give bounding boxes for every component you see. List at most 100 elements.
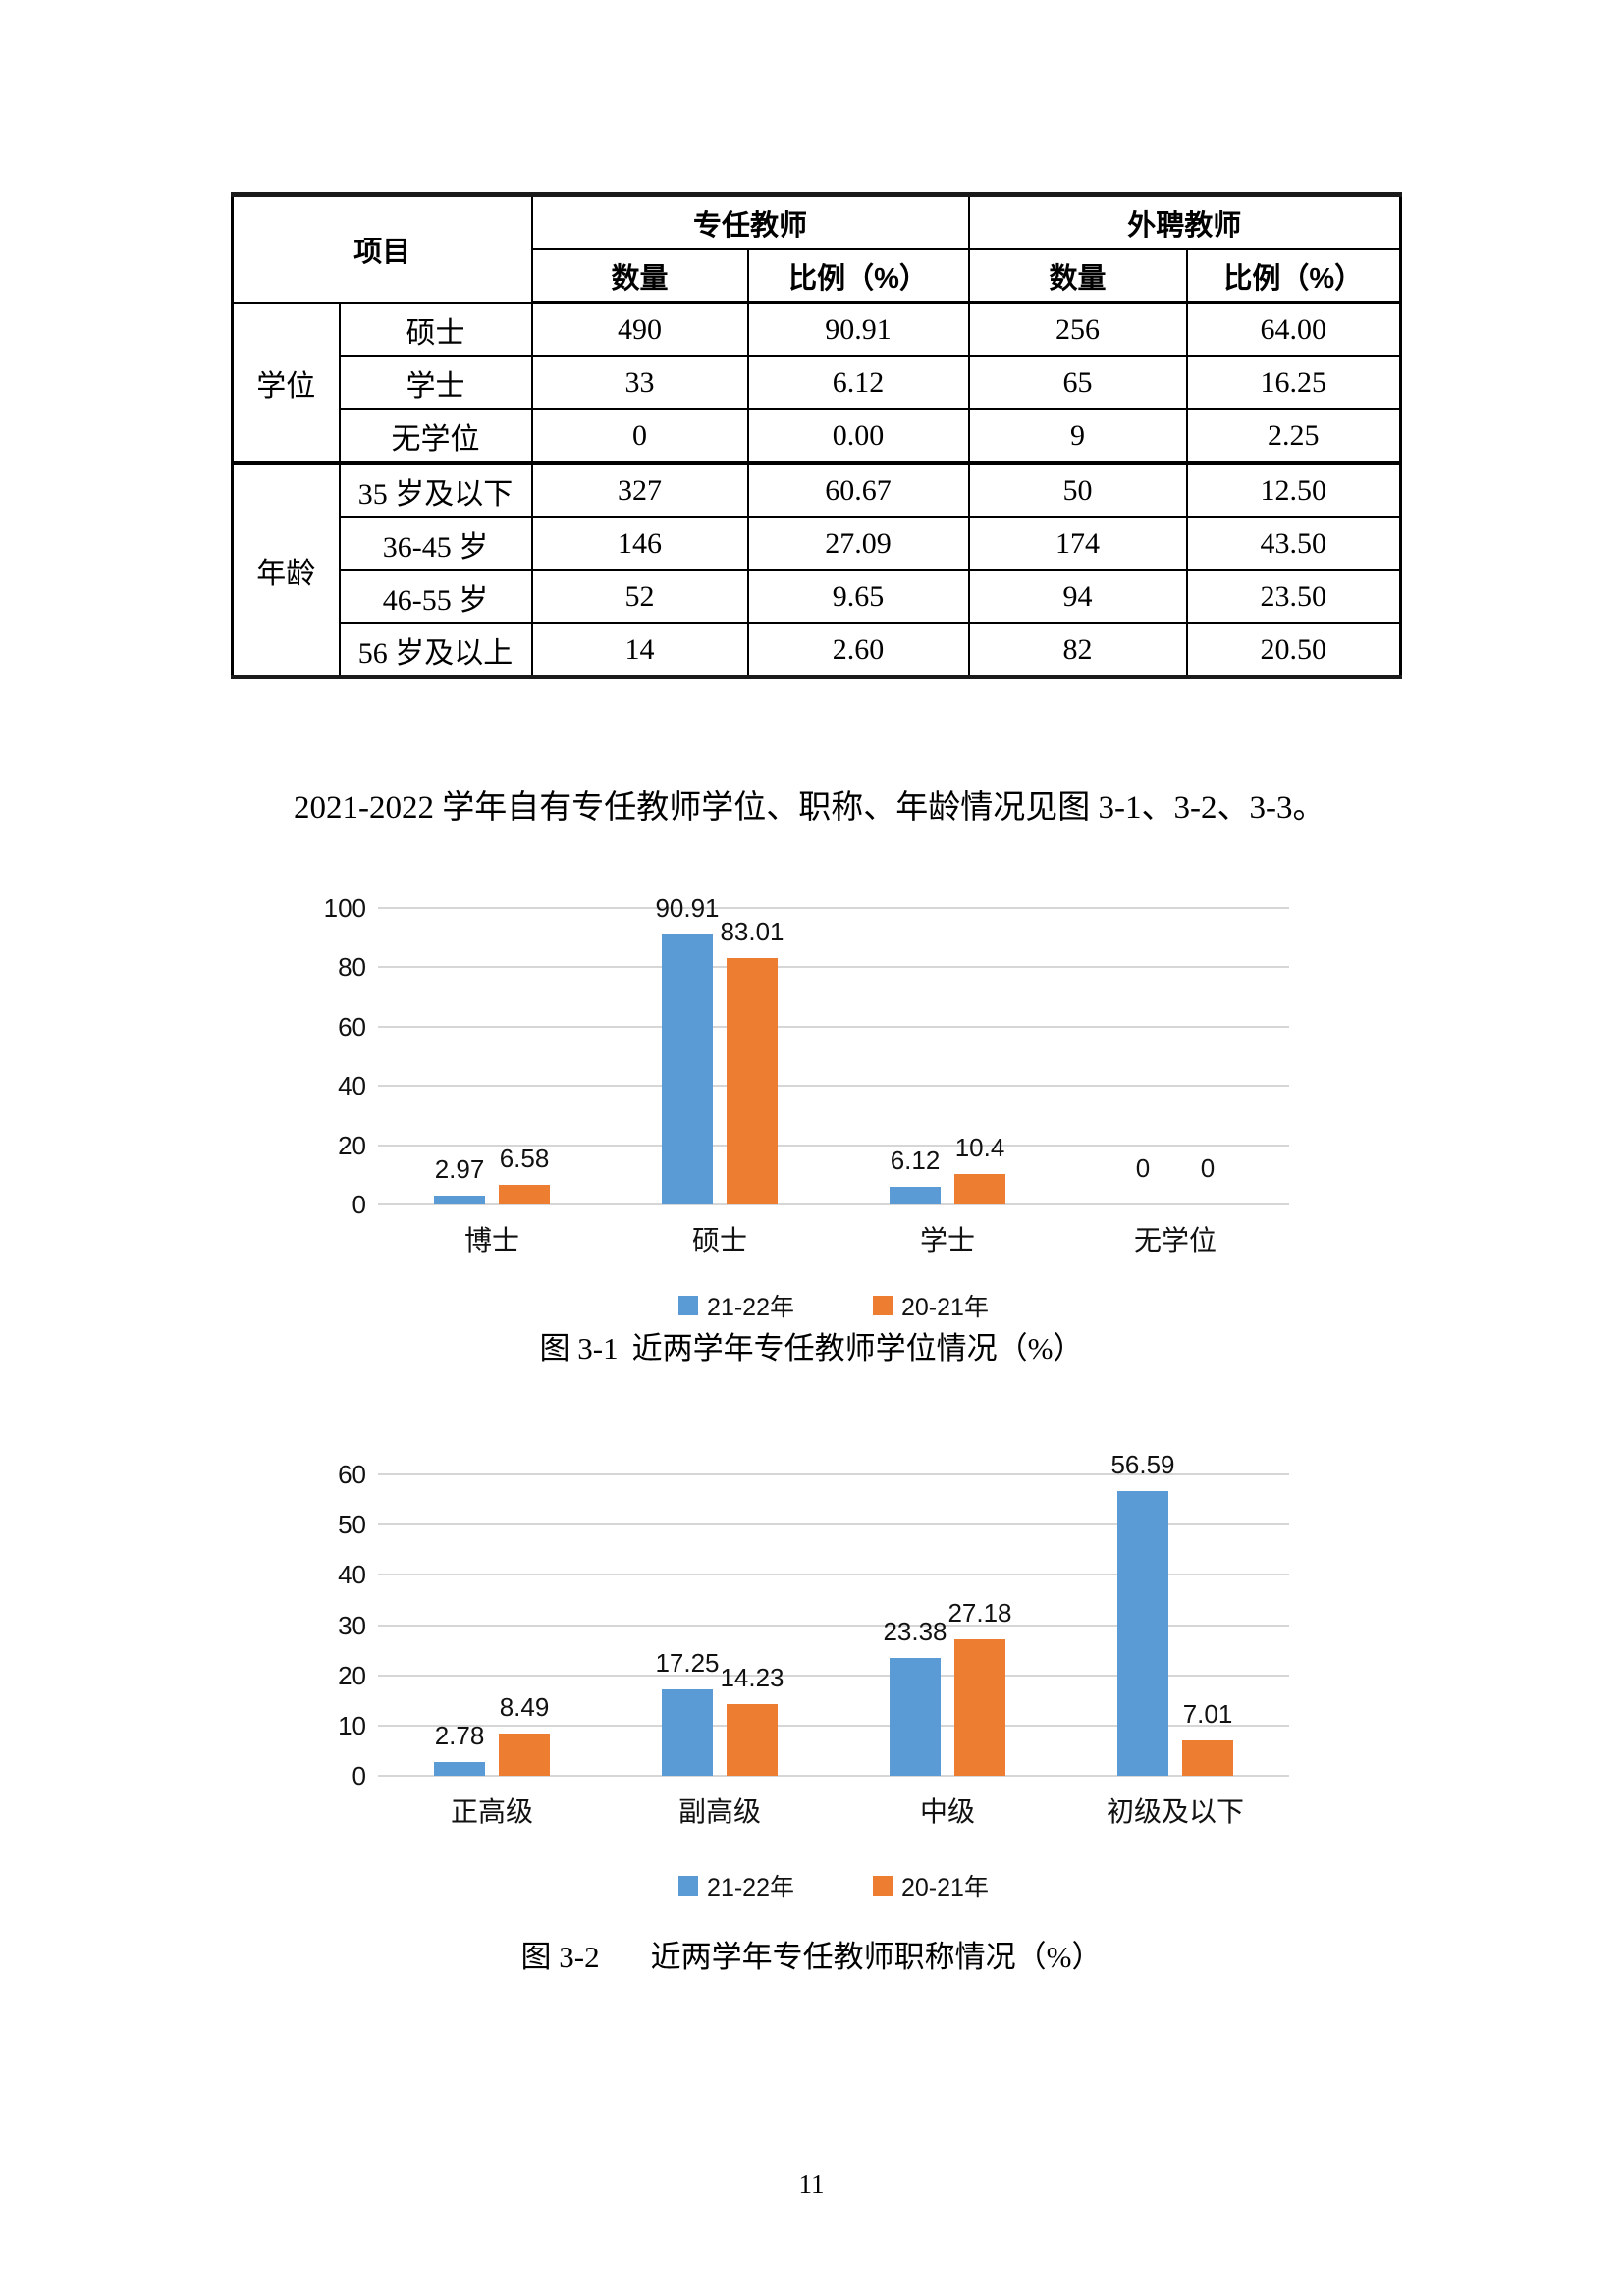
cell-value: 490 xyxy=(530,301,749,357)
bar-value-label-s0-c2: 6.12 xyxy=(890,1146,941,1175)
row-label: 学士 xyxy=(338,355,533,410)
bar-value-label-s0-c1: 17.25 xyxy=(655,1648,720,1678)
cell-value: 6.12 xyxy=(746,355,970,410)
y-axis-tick-10: 10 xyxy=(338,1711,366,1740)
bar-value-label-s0-c1: 90.91 xyxy=(655,893,720,923)
table-row: 学士 33 6.12 65 16.25 xyxy=(233,355,1402,410)
bar-s0-c1 xyxy=(662,934,713,1204)
bar-s1-c1 xyxy=(727,1704,778,1776)
x-axis-category-3: 初级及以下 xyxy=(1106,1796,1244,1827)
x-axis-category-2: 中级 xyxy=(919,1796,975,1827)
x-axis-category-2: 学士 xyxy=(919,1225,975,1255)
bar-value-label-s1-c3: 7.01 xyxy=(1182,1699,1233,1729)
bar-s1-c1 xyxy=(727,958,778,1204)
bar-s0-c0 xyxy=(434,1196,485,1204)
gridline-20 xyxy=(378,1145,1289,1147)
chart-plot-area: 0 10 20 30 40 50 60 2.78 8.49 正高级 17.25 14.23 副高级 23.… xyxy=(309,1450,1301,1922)
gridline-40 xyxy=(378,1574,1289,1575)
cell-value: 94 xyxy=(967,569,1188,624)
section-degree-cell: 学位 xyxy=(231,301,341,464)
cell-value: 327 xyxy=(530,461,749,518)
legend-series-name: 21-22年 xyxy=(707,1874,794,1901)
gridline-10 xyxy=(378,1725,1289,1727)
title-rank-bar-chart: 0 10 20 30 40 50 60 2.78 8.49 正高级 17.25 14.23 副高级 23.… xyxy=(309,1450,1301,1922)
cell-value: 9 xyxy=(967,408,1188,464)
figure-caption-text: 近两学年专任教师学位情况（%） xyxy=(631,1331,1084,1365)
table-row: 36-45 岁 146 27.09 174 43.50 xyxy=(233,516,1402,571)
cell-value: 50 xyxy=(967,461,1188,518)
y-axis-tick-0: 0 xyxy=(352,1190,366,1219)
cell-value: 146 xyxy=(530,516,749,571)
chart-plot-area: 0 20 40 60 80 100 2.97 6.58 博士 90.91 83.01 硕士 6.12 10… xyxy=(309,886,1301,1343)
row-label: 36-45 岁 xyxy=(338,516,533,571)
y-axis-tick-20: 20 xyxy=(338,1661,366,1690)
x-axis-category-0: 正高级 xyxy=(450,1796,533,1827)
cell-value: 82 xyxy=(967,622,1188,678)
x-axis-category-0: 博士 xyxy=(463,1225,519,1255)
legend-swatch-icon xyxy=(873,1876,893,1896)
y-axis-tick-60: 60 xyxy=(338,1012,366,1041)
legend-swatch-icon xyxy=(873,1296,893,1315)
legend-item-0: 21-22年 xyxy=(678,1868,794,1903)
gridline-100 xyxy=(378,907,1289,909)
cell-value: 23.50 xyxy=(1185,569,1402,624)
bar-value-label-s1-c1: 14.23 xyxy=(720,1663,784,1692)
y-axis-tick-40: 40 xyxy=(338,1560,366,1589)
table-subheader-row: 数量 比例（%） 数量 比例（%） xyxy=(233,248,1402,304)
cell-value: 43.50 xyxy=(1185,516,1402,571)
bar-value-label-s1-c3: 0 xyxy=(1200,1153,1216,1183)
y-axis-tick-20: 20 xyxy=(338,1131,366,1160)
bar-value-label-s0-c3: 0 xyxy=(1135,1153,1151,1183)
bar-value-label-s0-c3: 56.59 xyxy=(1110,1450,1175,1479)
table-row: 46-55 岁 52 9.65 94 23.50 xyxy=(233,569,1402,624)
cell-value: 52 xyxy=(530,569,749,624)
legend-series-name: 20-21年 xyxy=(901,1874,989,1901)
bar-s1-c2 xyxy=(954,1174,1005,1204)
table-row: 年龄 35 岁及以下 327 60.67 50 12.50 xyxy=(231,461,1402,678)
x-axis-category-1: 硕士 xyxy=(691,1225,747,1255)
gridline-60 xyxy=(378,1473,1289,1475)
bar-s0-c3 xyxy=(1117,1491,1168,1776)
y-axis-tick-60: 60 xyxy=(338,1460,366,1489)
bar-s0-c2 xyxy=(890,1187,941,1204)
y-axis-tick-50: 50 xyxy=(338,1510,366,1539)
gridline-40 xyxy=(378,1085,1289,1087)
chart-legend: 21-22年 20-21年 xyxy=(378,1868,1289,1903)
chart-legend: 21-22年 20-21年 xyxy=(378,1288,1289,1323)
header-item-cell: 项目 xyxy=(231,193,533,304)
header-ratio-cell: 比例（%） xyxy=(1185,248,1402,304)
section-age-cell: 年龄 xyxy=(231,461,341,678)
bar-s1-c0 xyxy=(499,1734,550,1776)
table-row: 56 岁及以上 14 2.60 82 20.50 xyxy=(233,622,1402,678)
cell-value: 9.65 xyxy=(746,569,970,624)
bar-s1-c2 xyxy=(954,1639,1005,1776)
cell-value: 60.67 xyxy=(746,461,970,518)
figure-caption-text: 近两学年专任教师职称情况（%） xyxy=(650,1940,1103,1974)
page-number: 11 xyxy=(798,2169,825,2199)
cell-value: 90.91 xyxy=(746,301,970,357)
gridline-20 xyxy=(378,1675,1289,1677)
cell-value: 27.09 xyxy=(746,516,970,571)
cell-value: 0 xyxy=(530,408,749,464)
row-label: 46-55 岁 xyxy=(338,569,533,624)
bar-s1-c3 xyxy=(1182,1740,1233,1776)
gridline-0 xyxy=(378,1775,1289,1777)
cell-value: 0.00 xyxy=(746,408,970,464)
row-label: 无学位 xyxy=(338,408,533,464)
bar-s0-c1 xyxy=(662,1689,713,1776)
legend-item-0: 21-22年 xyxy=(678,1288,794,1323)
header-qty-cell: 数量 xyxy=(967,248,1188,304)
header-external-cell: 外聘教师 xyxy=(967,193,1402,250)
bar-s1-c0 xyxy=(499,1185,550,1204)
y-axis-tick-80: 80 xyxy=(338,952,366,982)
y-axis-tick-30: 30 xyxy=(338,1611,366,1640)
cell-value: 174 xyxy=(967,516,1188,571)
header-qty-cell: 数量 xyxy=(530,248,749,304)
intro-paragraph: 2021-2022 学年自有专任教师学位、职称、年龄情况见图 3-1、3-2、3… xyxy=(294,790,1325,826)
y-axis-tick-40: 40 xyxy=(338,1071,366,1100)
y-axis-tick-0: 0 xyxy=(352,1761,366,1790)
bar-value-label-s1-c0: 8.49 xyxy=(499,1692,550,1722)
cell-value: 64.00 xyxy=(1185,301,1402,357)
legend-item-1: 20-21年 xyxy=(873,1868,989,1903)
